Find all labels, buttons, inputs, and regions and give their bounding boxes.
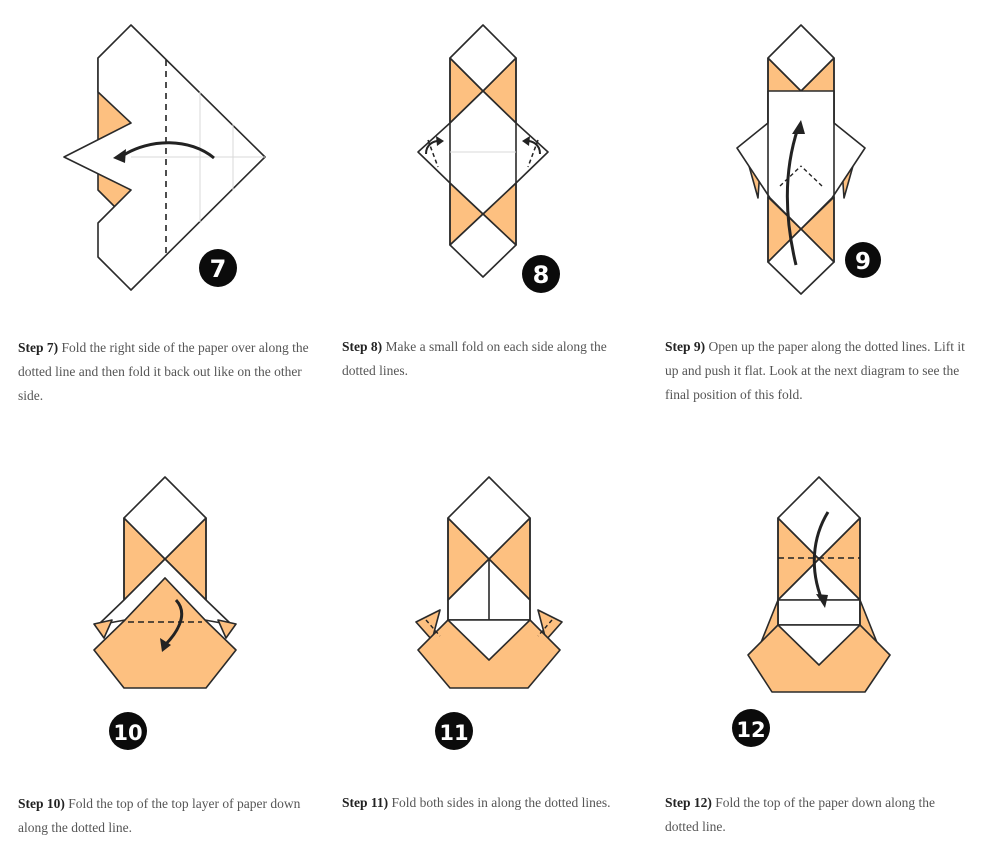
step-8-illustration: 8 — [417, 24, 560, 293]
step-10-label: Step 10) — [18, 796, 65, 811]
step-11-diagram: 11 — [330, 460, 650, 780]
step-10-caption: Step 10) Fold the top of the top layer o… — [18, 792, 318, 840]
step-7-illustration: 7 — [63, 24, 266, 291]
step-11-label: Step 11) — [342, 795, 389, 810]
step-12-number-badge: 12 — [732, 709, 770, 747]
step-12-label: Step 12) — [665, 795, 712, 810]
step-12-illustration: 12 — [732, 476, 891, 747]
step-12-text: Fold the top of the paper down along the… — [665, 795, 935, 834]
step-8-caption: Step 8) Make a small fold on each side a… — [342, 335, 642, 383]
step-11-number-badge: 11 — [435, 712, 473, 750]
svg-text:9: 9 — [855, 249, 871, 275]
step-10-diagram: 10 — [0, 460, 320, 780]
step-9-illustration: 9 — [736, 24, 881, 295]
step-7-label: Step 7) — [18, 340, 59, 355]
step-8-text: Make a small fold on each side along the… — [342, 339, 607, 378]
step-12-diagram: 12 — [660, 460, 980, 780]
step-8-number-badge: 8 — [522, 255, 560, 293]
step-7-diagram: 7 — [0, 0, 320, 320]
step-9-text: Open up the paper along the dotted lines… — [665, 339, 965, 402]
svg-text:12: 12 — [736, 718, 765, 742]
svg-text:10: 10 — [113, 721, 142, 745]
svg-text:11: 11 — [439, 721, 468, 745]
step-7-text: Fold the right side of the paper over al… — [18, 340, 309, 403]
step-10-text: Fold the top of the top layer of paper d… — [18, 796, 301, 835]
step-10-number-badge: 10 — [109, 712, 147, 750]
step-9-number-badge: 9 — [845, 242, 881, 278]
step-9-diagram: 9 — [660, 0, 980, 320]
step-7-caption: Step 7) Fold the right side of the paper… — [18, 336, 318, 408]
step-12-caption: Step 12) Fold the top of the paper down … — [665, 791, 965, 839]
step-10-illustration: 10 — [93, 476, 237, 750]
step-9-label: Step 9) — [665, 339, 706, 354]
step-7-number-badge: 7 — [199, 249, 237, 287]
svg-text:7: 7 — [210, 255, 227, 283]
step-11-caption: Step 11) Fold both sides in along the do… — [342, 791, 642, 815]
step-8-label: Step 8) — [342, 339, 383, 354]
svg-text:8: 8 — [533, 261, 550, 289]
step-11-illustration: 11 — [415, 476, 563, 750]
step-11-text: Fold both sides in along the dotted line… — [388, 795, 611, 810]
step-9-caption: Step 9) Open up the paper along the dott… — [665, 335, 965, 407]
step-8-diagram: 8 — [330, 0, 650, 320]
